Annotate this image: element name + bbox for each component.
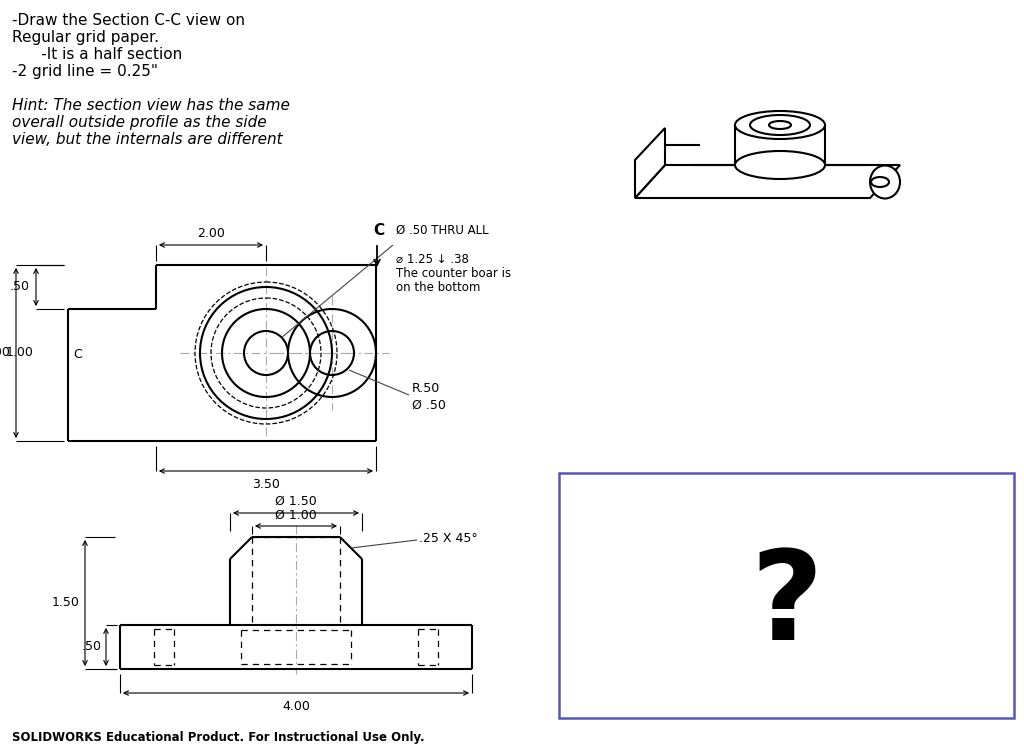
Ellipse shape xyxy=(870,166,900,199)
Text: ⌀ 1.25 ↓ .38: ⌀ 1.25 ↓ .38 xyxy=(396,253,469,266)
Text: R.50: R.50 xyxy=(412,382,440,394)
Text: 1.00: 1.00 xyxy=(6,347,34,359)
Text: 2.00: 2.00 xyxy=(0,347,10,359)
Text: Ø .50: Ø .50 xyxy=(412,398,445,412)
Text: ?: ? xyxy=(751,545,822,666)
Text: .50: .50 xyxy=(10,281,30,294)
Text: 1.50: 1.50 xyxy=(52,597,80,610)
Text: view, but the internals are different: view, but the internals are different xyxy=(12,132,283,147)
Ellipse shape xyxy=(735,111,825,139)
Text: C: C xyxy=(73,349,82,362)
Polygon shape xyxy=(635,165,900,198)
Text: Regular grid paper.: Regular grid paper. xyxy=(12,30,159,45)
Text: C: C xyxy=(374,223,385,238)
Ellipse shape xyxy=(871,177,889,187)
Text: Ø .50 THRU ALL: Ø .50 THRU ALL xyxy=(396,224,488,237)
Text: -2 grid line = 0.25": -2 grid line = 0.25" xyxy=(12,64,158,79)
Text: 4.00: 4.00 xyxy=(282,700,310,713)
Text: -Draw the Section C-C view on: -Draw the Section C-C view on xyxy=(12,13,245,28)
Text: -It is a half section: -It is a half section xyxy=(12,47,182,62)
Text: Ø 1.50: Ø 1.50 xyxy=(275,495,316,508)
Bar xyxy=(559,473,1014,718)
Text: .50: .50 xyxy=(82,640,102,654)
Text: 3.50: 3.50 xyxy=(252,478,280,491)
Text: .25 X 45°: .25 X 45° xyxy=(419,533,478,545)
Text: overall outside profile as the side: overall outside profile as the side xyxy=(12,115,266,130)
Text: Hint: The section view has the same: Hint: The section view has the same xyxy=(12,98,290,113)
Polygon shape xyxy=(635,128,665,198)
Ellipse shape xyxy=(735,151,825,179)
Ellipse shape xyxy=(769,121,791,129)
Text: Ø 1.00: Ø 1.00 xyxy=(275,509,316,522)
Text: on the bottom: on the bottom xyxy=(396,281,480,294)
Text: The counter boar is: The counter boar is xyxy=(396,267,511,280)
Text: SOLIDWORKS Educational Product. For Instructional Use Only.: SOLIDWORKS Educational Product. For Inst… xyxy=(12,731,425,743)
Text: 2.00: 2.00 xyxy=(197,227,225,240)
